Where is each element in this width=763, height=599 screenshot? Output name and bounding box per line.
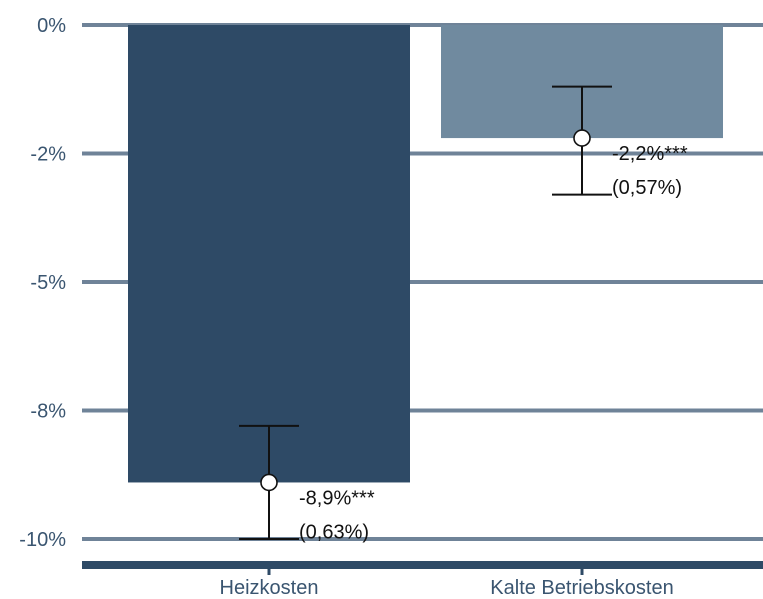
y-tick-label: 0%	[37, 15, 66, 37]
standard-error-label: (0,57%)	[612, 177, 682, 199]
category-label: Kalte Betriebskosten	[490, 577, 673, 599]
category-label: Heizkosten	[220, 577, 319, 599]
error-bars	[239, 85, 612, 540]
estimate-label: -2,2%***	[612, 143, 688, 165]
point-estimate	[260, 473, 278, 492]
y-tick-label: -5%	[30, 272, 66, 294]
x-axis-line	[82, 561, 763, 569]
bars	[128, 25, 723, 483]
y-tick-label: -10%	[19, 529, 66, 551]
standard-error-label: (0,63%)	[299, 521, 369, 543]
axes	[82, 561, 763, 575]
y-tick-label: -2%	[30, 144, 66, 166]
bar	[128, 25, 410, 483]
estimate-label: -8,9%***	[299, 487, 375, 509]
labels: 0% -2% -5% -8% -10% -8,9%*** (0,63%) Heizkosten…	[19, 15, 688, 599]
point-estimate	[573, 129, 591, 147]
y-tick-label: -8%	[30, 401, 66, 423]
